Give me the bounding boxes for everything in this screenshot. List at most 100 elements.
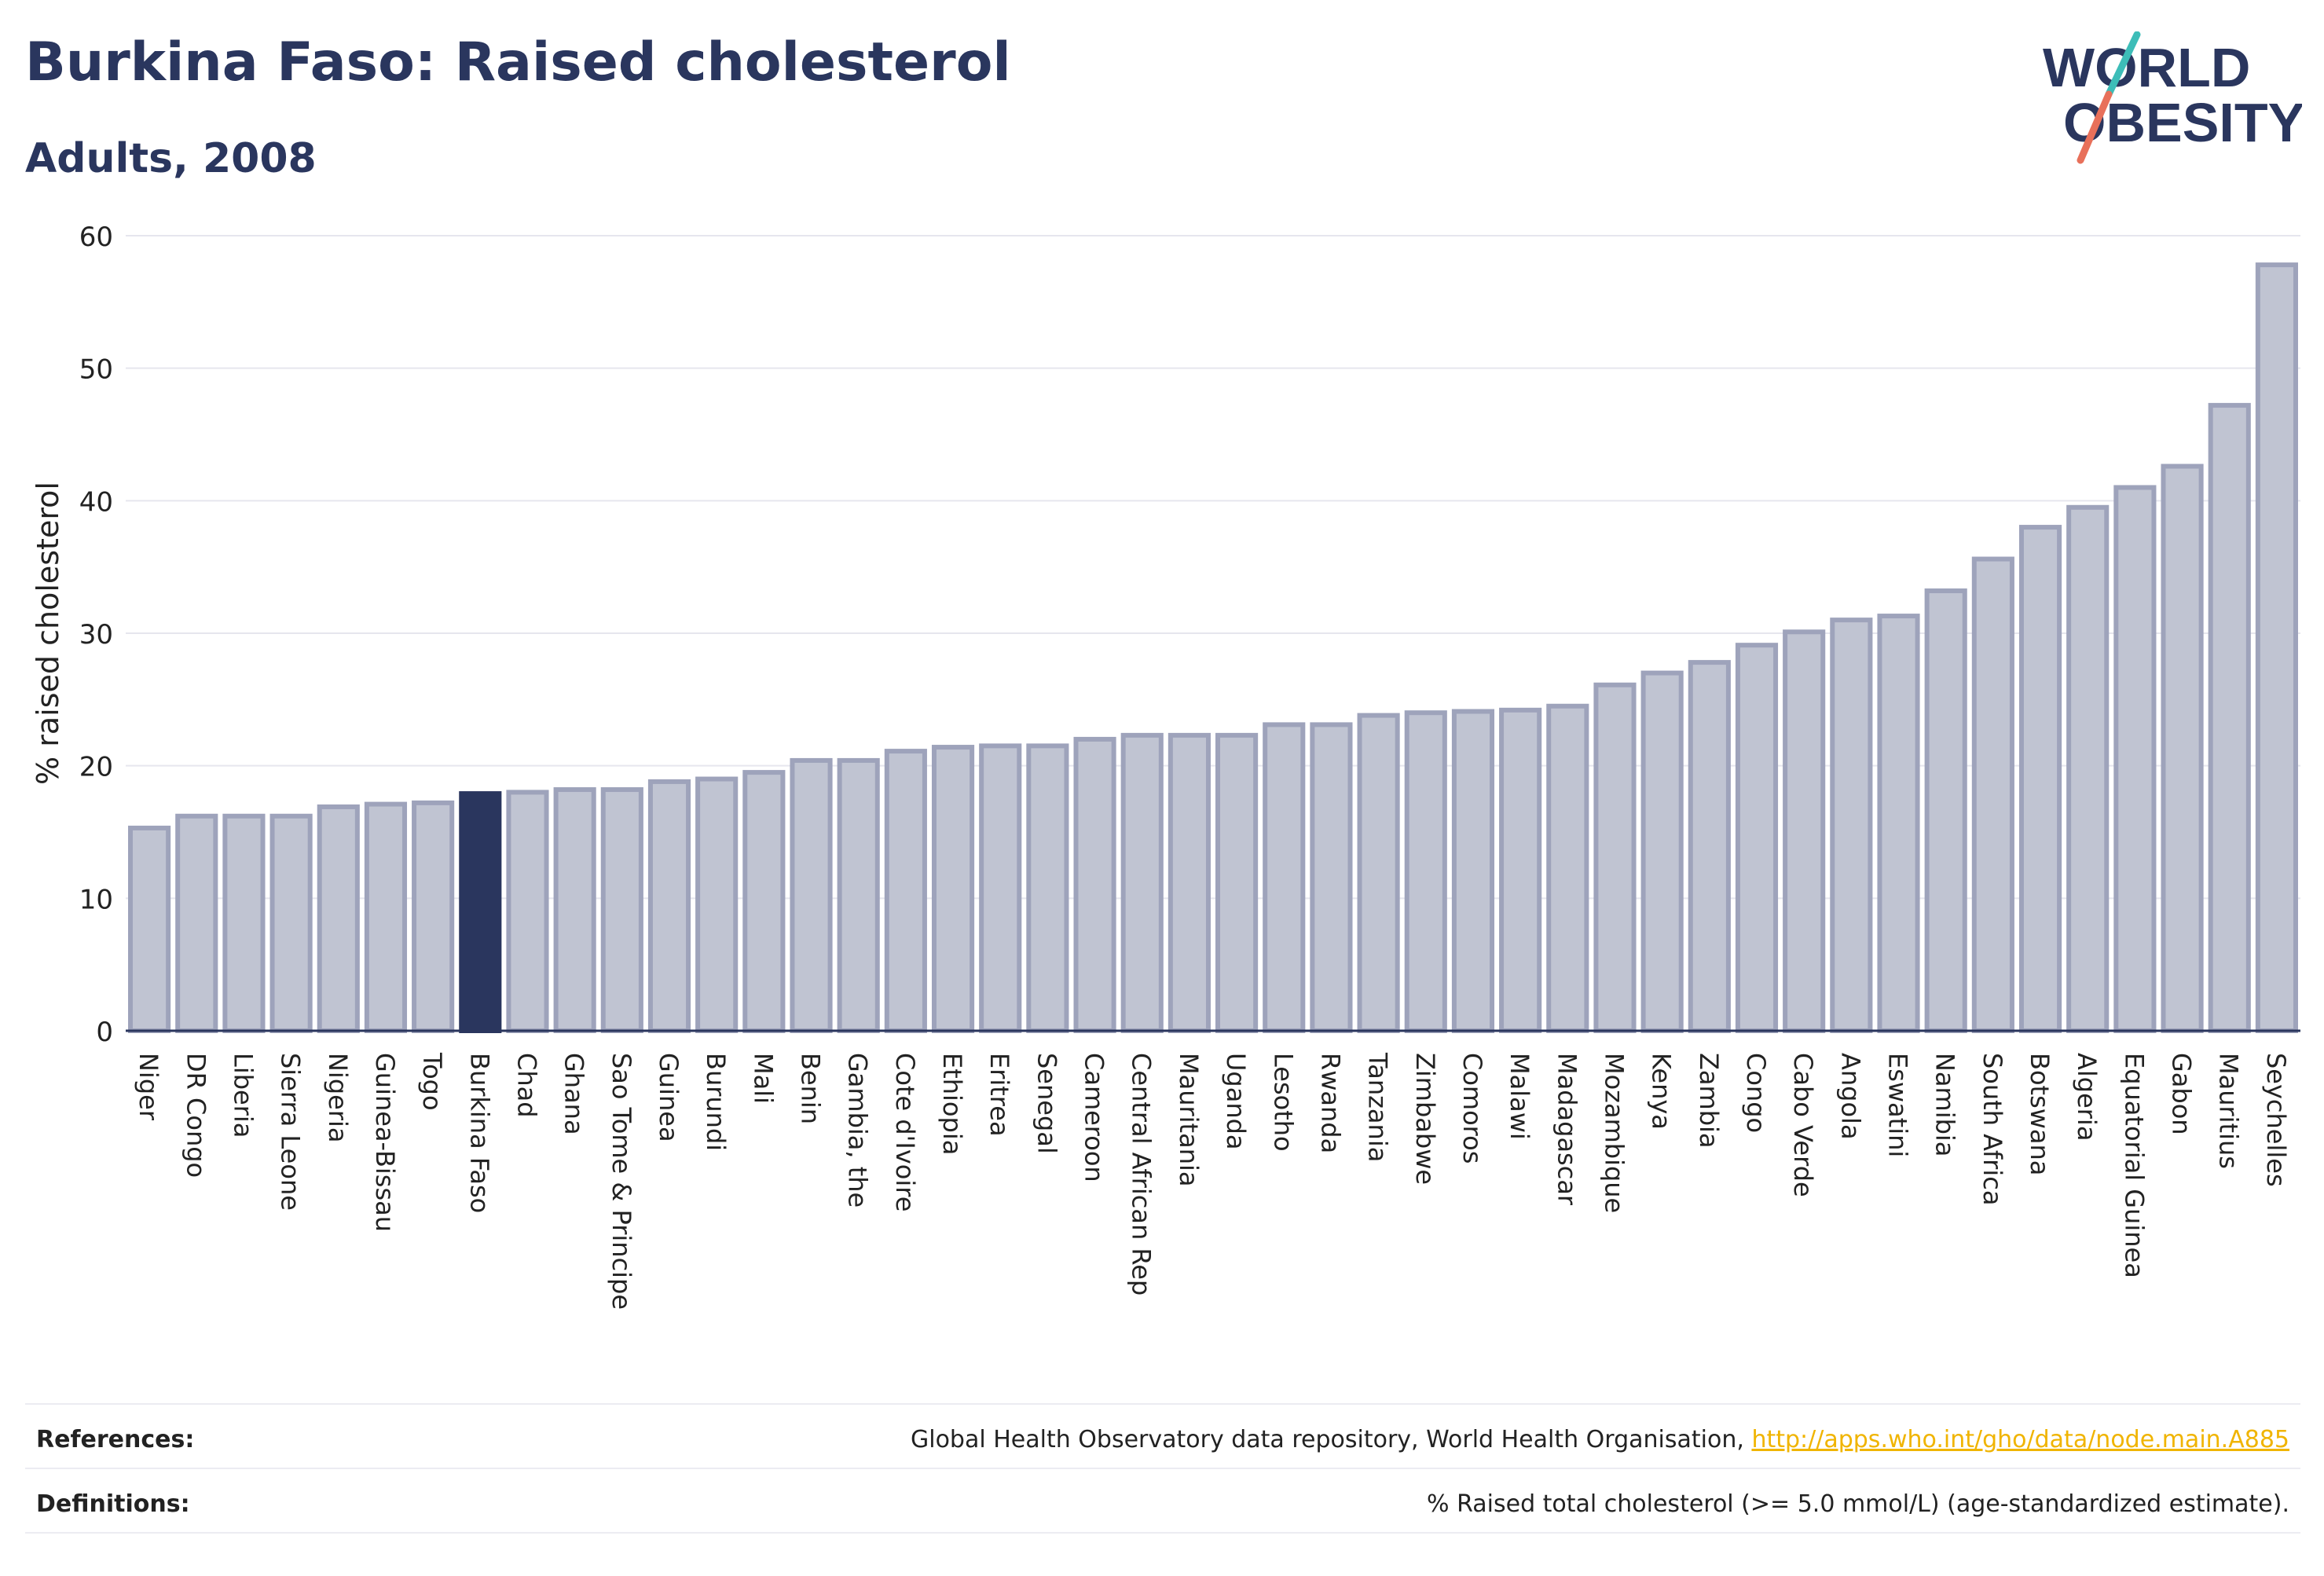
- bar: [884, 749, 927, 1033]
- bar: [1215, 732, 1259, 1034]
- chart-bars: [128, 262, 2298, 1034]
- bar: [364, 801, 408, 1034]
- bar: [1499, 707, 1542, 1033]
- bar: [2255, 262, 2298, 1033]
- footer-divider-bottom: [25, 1532, 2300, 1534]
- x-tick-label: Gambia, the: [843, 1053, 873, 1208]
- x-tick-label: Mali: [748, 1053, 778, 1104]
- x-tick-label: Algeria: [2072, 1053, 2102, 1141]
- definitions-label: Definitions:: [36, 1490, 190, 1518]
- x-axis-ticks: Niger DR Congo Liberia Sierra Leone Nigeria G…: [134, 1052, 2291, 1310]
- y-axis-ticks: 0 10 20 30 40 50 60: [79, 222, 113, 1048]
- x-tick-label: Eswatini: [1883, 1053, 1913, 1157]
- x-tick-label: Angola: [1835, 1053, 1865, 1140]
- x-tick-label: Mauritius: [2214, 1053, 2244, 1169]
- bar: [1593, 682, 1637, 1034]
- footer-divider-middle: [25, 1468, 2300, 1469]
- x-tick-label: Botswana: [2025, 1053, 2055, 1175]
- y-tick-label: 0: [96, 1017, 113, 1048]
- bar: [506, 790, 549, 1034]
- bar: [2113, 485, 2157, 1033]
- x-tick-label: Cameroon: [1080, 1053, 1109, 1182]
- bar-highlight: [459, 791, 502, 1033]
- bar: [1640, 670, 1684, 1033]
- bar: [2161, 464, 2204, 1033]
- x-tick-label: Togo: [417, 1052, 447, 1111]
- x-tick-label: Uganda: [1221, 1053, 1251, 1150]
- bar: [1167, 732, 1211, 1034]
- bar: [600, 787, 643, 1033]
- definitions-text: % Raised total cholesterol (>= 5.0 mmol/…: [1427, 1490, 2289, 1518]
- references-link[interactable]: http://apps.who.int/gho/data/node.main.A…: [1751, 1426, 2289, 1453]
- references-source: Global Health Observatory data repositor…: [911, 1426, 1744, 1453]
- bar: [175, 813, 218, 1033]
- x-tick-label: Seychelles: [2261, 1053, 2291, 1187]
- x-tick-label: Rwanda: [1315, 1053, 1345, 1153]
- bar: [1404, 710, 1447, 1033]
- bar: [1924, 588, 1967, 1033]
- bar: [1026, 743, 1069, 1033]
- bar: [1688, 660, 1731, 1034]
- x-tick-label: Namibia: [1930, 1053, 1960, 1156]
- bar: [742, 770, 786, 1033]
- x-tick-label: Guinea-Bissau: [370, 1053, 400, 1232]
- x-tick-label: Equatorial Guinea: [2119, 1053, 2149, 1278]
- x-tick-label: Sierra Leone: [276, 1053, 306, 1211]
- bar: [1877, 614, 1920, 1033]
- bar: [1783, 629, 1826, 1034]
- bar: [269, 813, 313, 1033]
- bar-chart: 0 10 20 30 40 50 60 Niger DR Congo Liberia Sierra…: [31, 222, 2300, 1310]
- x-tick-label: Cabo Verde: [1788, 1053, 1818, 1197]
- logo-slash-top: [2105, 31, 2141, 98]
- x-tick-label: Malawi: [1505, 1053, 1534, 1140]
- x-tick-label: Ethiopia: [937, 1053, 967, 1155]
- x-tick-label: Eritrea: [984, 1053, 1014, 1137]
- bar: [1546, 703, 1589, 1033]
- x-tick-label: Congo: [1741, 1053, 1771, 1133]
- bar: [1357, 713, 1400, 1033]
- y-tick-label: 30: [79, 619, 113, 651]
- footer-divider-top: [25, 1403, 2300, 1405]
- bar: [128, 825, 171, 1033]
- x-tick-label: Burundi: [701, 1053, 731, 1151]
- bar: [1830, 618, 1873, 1033]
- bar: [2066, 504, 2110, 1033]
- x-tick-label: Chad: [511, 1053, 541, 1118]
- logo-slash-bottom: [2077, 90, 2113, 164]
- x-tick-label: Tanzania: [1363, 1052, 1393, 1162]
- bar: [931, 745, 975, 1033]
- x-tick-label: DR Congo: [181, 1053, 211, 1178]
- x-tick-label: Burkina Faso: [464, 1053, 494, 1213]
- x-tick-label: Comoros: [1457, 1053, 1487, 1164]
- page-title: Burkina Faso: Raised cholesterol: [25, 31, 1011, 93]
- x-tick-label: Guinea: [654, 1053, 684, 1142]
- x-tick-label: Zimbabwe: [1410, 1053, 1440, 1185]
- bar: [979, 743, 1022, 1033]
- bar: [1451, 709, 1495, 1033]
- references-text: Global Health Observatory data repositor…: [911, 1426, 2289, 1453]
- bar: [1971, 556, 2014, 1033]
- x-tick-label: Cote d'Ivoire: [890, 1053, 920, 1211]
- x-tick-label: Lesotho: [1268, 1053, 1298, 1152]
- bar: [1310, 722, 1353, 1033]
- x-tick-label: Nigeria: [323, 1053, 353, 1142]
- x-tick-label: Sao Tome & Principe: [607, 1053, 636, 1310]
- x-tick-label: Ghana: [559, 1053, 589, 1135]
- x-tick-label: Madagascar: [1552, 1053, 1582, 1206]
- bar: [1073, 736, 1116, 1034]
- x-tick-label: Gabon: [2167, 1053, 2197, 1135]
- bar: [412, 800, 455, 1033]
- y-tick-label: 60: [79, 222, 113, 253]
- bar: [553, 787, 596, 1033]
- bar: [317, 804, 360, 1034]
- x-tick-label: Liberia: [228, 1053, 258, 1138]
- x-tick-label: Mozambique: [1599, 1053, 1629, 1213]
- bar: [2208, 402, 2251, 1033]
- bar: [695, 776, 739, 1033]
- bar: [837, 757, 880, 1033]
- x-tick-label: Central African Rep: [1127, 1053, 1157, 1296]
- y-tick-label: 10: [79, 884, 113, 915]
- bar: [647, 779, 691, 1033]
- bar: [1735, 643, 1779, 1033]
- y-tick-label: 50: [79, 354, 113, 386]
